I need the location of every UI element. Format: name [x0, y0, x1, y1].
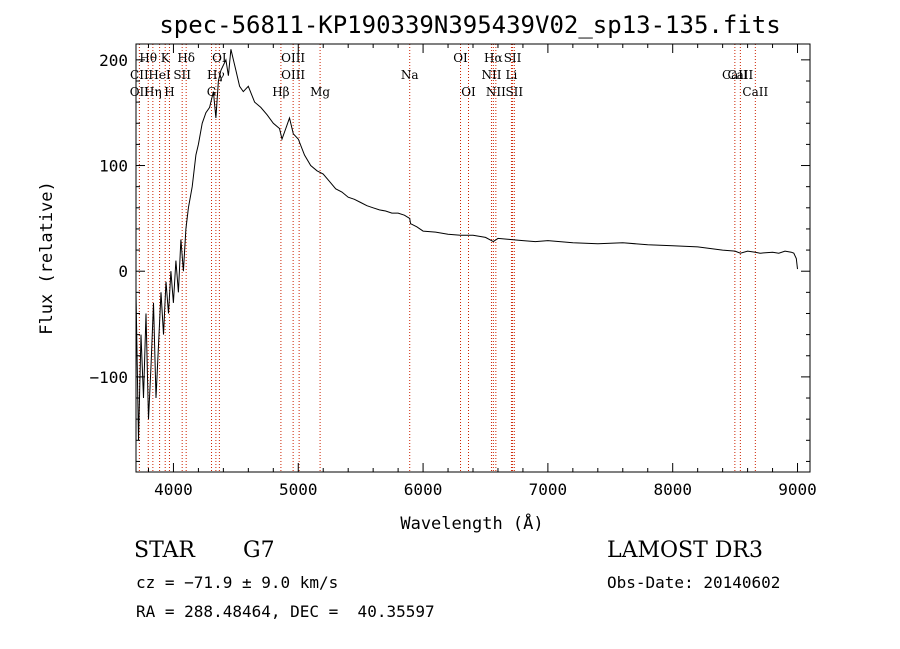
- survey-name: LAMOST DR3: [607, 538, 763, 563]
- spectrum-line: [135, 49, 798, 441]
- line-label: Hβ: [272, 85, 289, 99]
- redshift-text: cz = −71.9 ± 9.0 km/s: [136, 573, 339, 592]
- coordinates: RA = 288.48464, DEC = 40.35597: [136, 602, 435, 621]
- obs-date: Obs-Date: 20140602: [607, 573, 781, 592]
- line-label: Mg: [310, 85, 330, 99]
- line-label: OIII: [281, 51, 305, 65]
- y-tick-label: 0: [118, 262, 128, 281]
- line-label: OI: [212, 51, 227, 65]
- chart-title: spec-56811-KP190339N395439V02_sp13-135.f…: [159, 11, 780, 39]
- y-tick-label: 200: [99, 51, 128, 70]
- y-tick-label: 100: [99, 157, 128, 176]
- line-label: CaII: [742, 85, 768, 99]
- plot-frame: [135, 43, 811, 473]
- object-class: STAR: [134, 538, 195, 563]
- line-label: Li: [506, 68, 518, 82]
- y-axis-label: Flux (relative): [37, 181, 57, 335]
- x-axis: 4000 5000 6000 7000 8000 9000: [147, 44, 817, 499]
- line-label: SII: [504, 51, 522, 65]
- object-subclass: G7: [243, 538, 275, 563]
- line-label: SII: [173, 68, 191, 82]
- emission-line-markers: [138, 44, 756, 472]
- line-label: CII: [130, 68, 149, 82]
- line-label: Hη: [144, 85, 162, 99]
- line-label: OIII: [281, 68, 305, 82]
- line-label: CaII: [727, 68, 753, 82]
- line-label: Hδ: [177, 51, 195, 65]
- line-label: OI: [453, 51, 468, 65]
- x-tick-label: 7000: [529, 480, 568, 499]
- x-axis-label: Wavelength (Å): [400, 512, 543, 534]
- y-axis: −100 0 100 200: [89, 51, 810, 462]
- x-tick-label: 6000: [404, 480, 443, 499]
- line-label: Na: [401, 68, 419, 82]
- line-label: Hα: [484, 51, 503, 65]
- line-label: OI: [461, 85, 476, 99]
- line-label: NII: [481, 68, 501, 82]
- line-label: SII: [505, 85, 523, 99]
- line-label: Hθ: [139, 51, 157, 65]
- x-tick-label: 8000: [653, 480, 692, 499]
- y-tick-label: −100: [89, 368, 128, 387]
- x-tick-label: 9000: [778, 480, 817, 499]
- line-label: Hγ: [207, 68, 225, 82]
- line-label: NII: [486, 85, 506, 99]
- line-label: K: [161, 51, 171, 65]
- line-label: HeI: [148, 68, 171, 82]
- line-label: OII: [130, 85, 150, 99]
- x-tick-label: 4000: [154, 480, 193, 499]
- line-label: G: [207, 85, 217, 99]
- x-tick-label: 5000: [279, 480, 318, 499]
- line-label: CaII: [722, 68, 748, 82]
- line-label: H: [164, 85, 174, 99]
